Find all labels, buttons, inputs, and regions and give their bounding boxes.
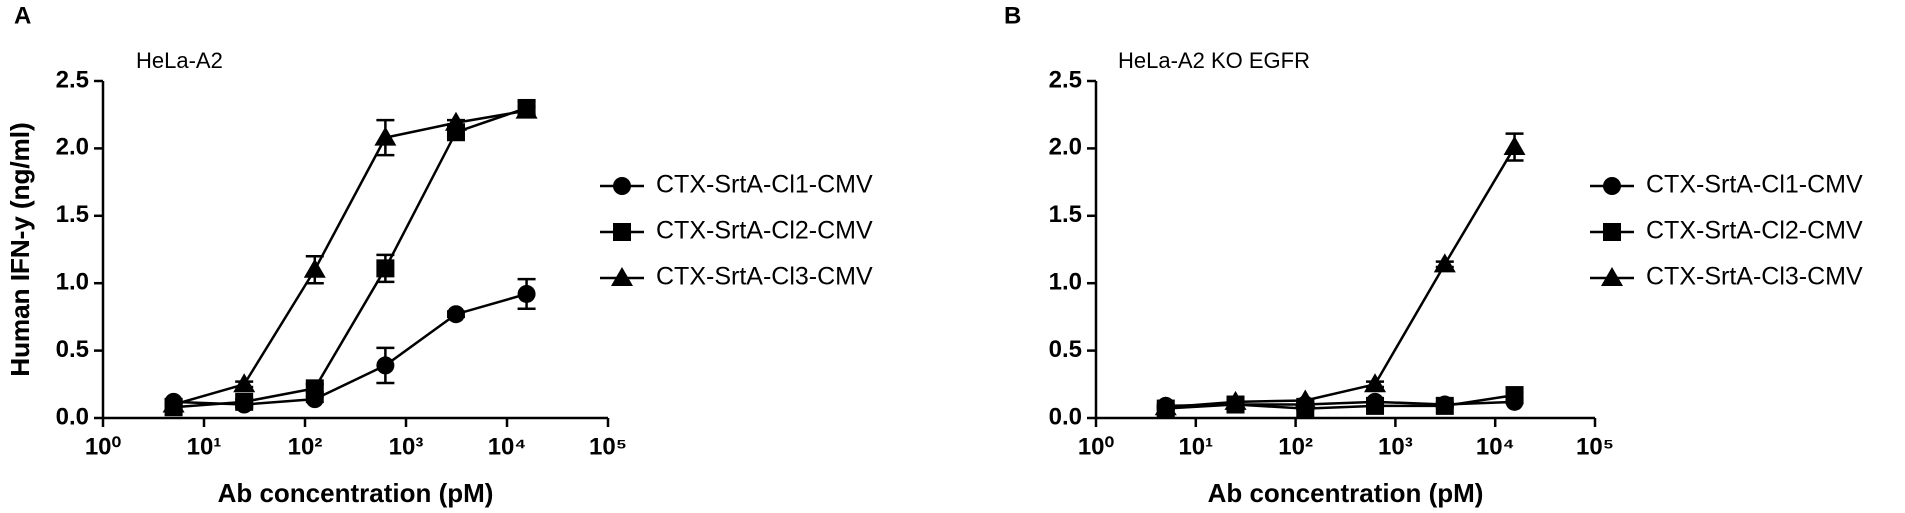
x-tick-label: 10² bbox=[288, 433, 323, 460]
legend-marker bbox=[613, 223, 631, 241]
marker bbox=[303, 258, 326, 278]
marker bbox=[1435, 396, 1454, 415]
x-tick-label: 10⁰ bbox=[85, 433, 122, 460]
y-tick-label: 1.5 bbox=[56, 201, 89, 228]
legend-label: CTX-SrtA-Cl3-CMV bbox=[1646, 263, 1863, 291]
x-tick-label: 10⁴ bbox=[488, 433, 527, 460]
marker bbox=[1154, 396, 1177, 416]
y-axis-label: Human IFN-y (ng/ml) bbox=[5, 122, 35, 376]
y-tick-label: 2.5 bbox=[56, 66, 89, 93]
x-axis-label: Ab concentration (pM) bbox=[1208, 478, 1484, 508]
marker bbox=[444, 111, 467, 131]
panel-label: A bbox=[14, 2, 31, 29]
y-tick-label: 0.5 bbox=[56, 336, 89, 363]
y-tick-label: 0.0 bbox=[1049, 403, 1082, 430]
legend-label: CTX-SrtA-Cl1-CMV bbox=[1646, 171, 1863, 199]
series-line bbox=[173, 109, 527, 406]
marker bbox=[376, 259, 395, 278]
marker bbox=[1294, 389, 1317, 409]
x-tick-label: 10¹ bbox=[1178, 433, 1213, 460]
marker bbox=[305, 379, 324, 398]
y-tick-label: 2.0 bbox=[1049, 134, 1082, 161]
legend-marker bbox=[1603, 223, 1621, 241]
y-tick-label: 2.0 bbox=[56, 134, 89, 161]
marker bbox=[1433, 253, 1456, 273]
legend-label: CTX-SrtA-Cl1-CMV bbox=[656, 171, 873, 199]
marker bbox=[162, 393, 185, 413]
y-tick-label: 1.5 bbox=[1049, 201, 1082, 228]
marker bbox=[517, 284, 536, 303]
x-tick-label: 10³ bbox=[1378, 433, 1413, 460]
marker bbox=[1505, 386, 1524, 405]
y-tick-label: 0.0 bbox=[56, 403, 89, 430]
legend-marker bbox=[613, 177, 631, 195]
marker bbox=[446, 305, 465, 324]
y-tick-label: 2.5 bbox=[1049, 66, 1082, 93]
legend-marker bbox=[1603, 177, 1621, 195]
x-tick-label: 10³ bbox=[389, 433, 424, 460]
x-axis-label: Ab concentration (pM) bbox=[218, 478, 494, 508]
y-tick-label: 1.0 bbox=[1049, 269, 1082, 296]
marker bbox=[515, 99, 538, 119]
legend-label: CTX-SrtA-Cl2-CMV bbox=[656, 217, 873, 245]
panel-title: HeLa-A2 bbox=[136, 48, 223, 73]
legend-marker bbox=[1601, 267, 1623, 286]
x-tick-label: 10⁰ bbox=[1078, 433, 1115, 460]
marker bbox=[233, 373, 256, 393]
x-tick-label: 10⁵ bbox=[1576, 433, 1614, 460]
marker bbox=[1503, 136, 1526, 156]
panel-title: HeLa-A2 KO EGFR bbox=[1118, 48, 1310, 73]
y-axis-label: Human IFN-y (ng/ml) bbox=[5, 122, 35, 376]
x-tick-label: 10⁴ bbox=[1476, 433, 1515, 460]
marker bbox=[374, 126, 397, 146]
series-line bbox=[173, 292, 527, 406]
y-tick-label: 0.5 bbox=[1049, 336, 1082, 363]
marker bbox=[1364, 373, 1387, 393]
marker bbox=[1224, 390, 1247, 410]
legend-label: CTX-SrtA-Cl3-CMV bbox=[656, 263, 873, 291]
legend-marker bbox=[611, 267, 633, 286]
marker bbox=[376, 356, 395, 375]
series-line bbox=[173, 106, 527, 409]
marker bbox=[235, 392, 254, 411]
series-line bbox=[1165, 146, 1516, 409]
y-tick-label: 1.0 bbox=[56, 269, 89, 296]
series-line bbox=[1165, 393, 1515, 410]
x-tick-label: 10⁵ bbox=[589, 433, 627, 460]
x-tick-label: 10² bbox=[1278, 433, 1313, 460]
marker bbox=[1366, 396, 1385, 415]
legend-label: CTX-SrtA-Cl2-CMV bbox=[1646, 217, 1863, 245]
panel-label: B bbox=[1004, 2, 1021, 29]
x-tick-label: 10¹ bbox=[187, 433, 222, 460]
